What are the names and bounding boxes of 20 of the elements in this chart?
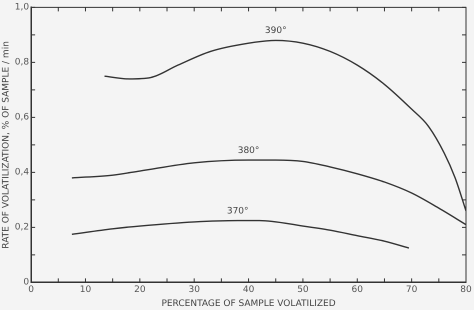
- x-tick-label: 20: [134, 285, 146, 296]
- series-label: 370°: [226, 206, 249, 216]
- y-tick-label: 0,2: [14, 222, 30, 233]
- x-tick-label: 40: [242, 285, 255, 296]
- line-series: [71, 220, 410, 249]
- x-tick-label: 30: [188, 285, 200, 296]
- x-tick-label: 80: [460, 285, 472, 296]
- y-tick-label: 0,4: [14, 168, 30, 178]
- y-axis-title: RATE OF VOLATILIZATION, % OF SAMPLE / min: [2, 41, 12, 249]
- x-tick-label: 50: [297, 285, 309, 296]
- x-tick-label: 60: [352, 285, 364, 296]
- x-axis-title: PERCENTAGE OF SAMPLE VOLATILIZED: [161, 298, 336, 309]
- series-label: 390°: [264, 26, 287, 36]
- y-tick-label: 0,6: [14, 112, 30, 123]
- y-tick-label: 1,0: [14, 2, 30, 13]
- y-tick-label: 0: [23, 278, 30, 288]
- y-tick-label: 0,8: [14, 58, 30, 68]
- series-label: 380°: [238, 146, 260, 156]
- x-tick-label: 70: [406, 285, 418, 296]
- x-tick-label: 10: [80, 285, 92, 296]
